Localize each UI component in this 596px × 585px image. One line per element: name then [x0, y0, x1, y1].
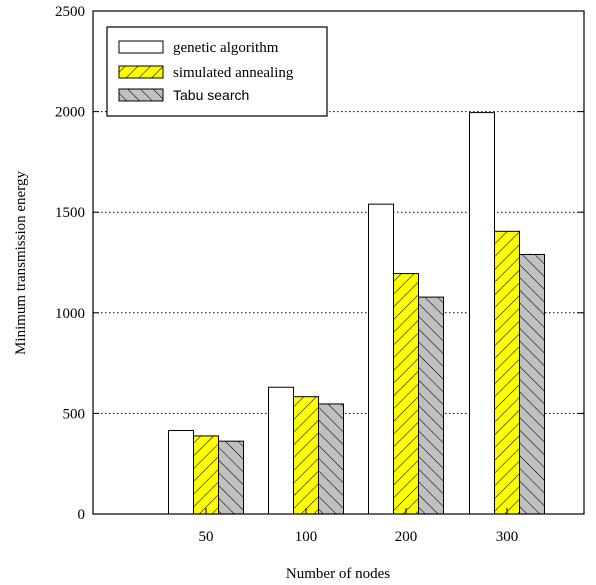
bar-tabu-search-50 [218, 440, 244, 515]
x-axis: 50 100 200 300 [199, 508, 519, 545]
y-axis: 0 500 1000 1500 2000 2500 [55, 4, 584, 523]
legend: genetic algorithm simulated annealing Ta… [106, 26, 328, 117]
legend-swatch-simulated-annealing [118, 65, 164, 79]
plot-frame [92, 10, 585, 515]
bar-tabu-search-200 [418, 296, 444, 515]
bar-genetic-algorithm-50 [168, 430, 194, 515]
legend-label-genetic-algorithm: genetic algorithm [173, 40, 279, 56]
y-axis-label: Minimum transmission energy [13, 171, 29, 355]
bar-simulated-annealing-50 [193, 435, 219, 515]
bar-simulated-annealing-100 [293, 396, 319, 515]
bar-simulated-annealing-300 [494, 230, 520, 515]
bar-genetic-algorithm-300 [469, 112, 495, 515]
x-tick-label-300: 300 [496, 529, 519, 545]
y-tick-label-2000: 2000 [55, 105, 85, 121]
x-tick-label-100: 100 [295, 529, 318, 545]
bar-simulated-annealing-200 [393, 273, 419, 515]
bar-tabu-search-300 [519, 253, 545, 515]
y-tick-label-2500: 2500 [55, 4, 85, 20]
x-axis-label: Number of nodes [286, 566, 390, 582]
y-tick-label-0: 0 [78, 507, 86, 523]
legend-swatch-genetic-algorithm [118, 40, 164, 54]
y-tick-label-1000: 1000 [55, 306, 85, 322]
y-tick-label-500: 500 [63, 406, 86, 422]
bar-genetic-algorithm-100 [268, 386, 294, 515]
bar-genetic-algorithm-200 [368, 203, 394, 515]
bar-tabu-search-100 [318, 403, 344, 515]
legend-swatch-tabu-search [118, 88, 164, 102]
y-tick-label-1500: 1500 [55, 205, 85, 221]
legend-label-tabu-search: Tabu search [173, 87, 249, 103]
x-tick-label-200: 200 [395, 529, 418, 545]
x-tick-label-50: 50 [199, 529, 214, 545]
legend-label-simulated-annealing: simulated annealing [173, 65, 294, 81]
bars [168, 112, 545, 515]
